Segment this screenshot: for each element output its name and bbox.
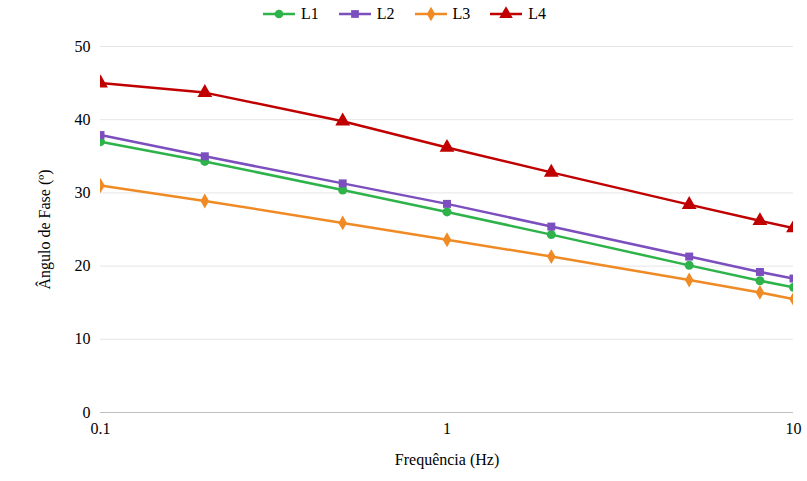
html-text:L2: L2 xyxy=(376,5,395,22)
svg-text:0.1: 0.1 xyxy=(91,420,111,437)
svg-text:10: 10 xyxy=(75,330,91,347)
svg-text:50: 50 xyxy=(75,38,91,55)
html-text:L3: L3 xyxy=(452,5,471,22)
svg-text:0: 0 xyxy=(83,404,91,421)
svg-text:1: 1 xyxy=(443,420,451,437)
svg-text:40: 40 xyxy=(75,111,91,128)
svg-text:Frequência (Hz): Frequência (Hz) xyxy=(395,451,499,469)
svg-text:10: 10 xyxy=(786,420,802,437)
svg-text:20: 20 xyxy=(75,257,91,274)
svg-text:30: 30 xyxy=(75,184,91,201)
html-text:L1: L1 xyxy=(300,5,319,22)
html-text:L4: L4 xyxy=(528,5,547,22)
svg-text:Ângulo de Fase (º): Ângulo de Fase (º) xyxy=(35,169,54,289)
